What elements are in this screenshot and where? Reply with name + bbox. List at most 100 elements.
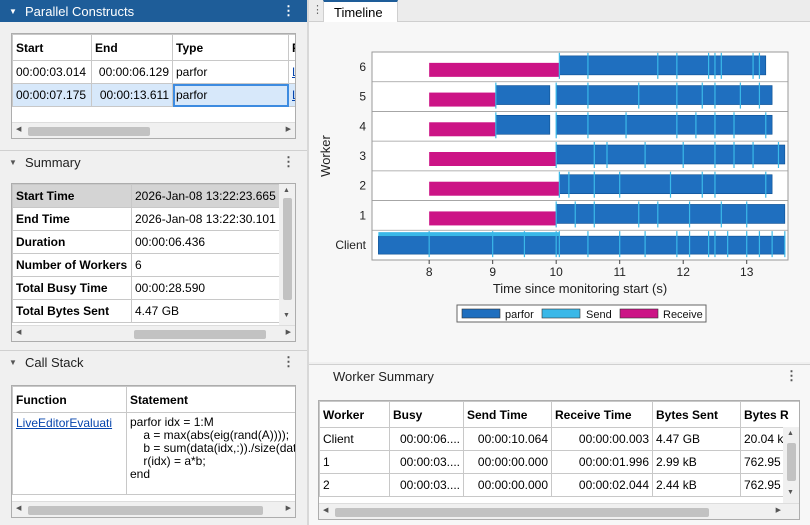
scroll-left-icon[interactable]: ◀: [16, 505, 22, 512]
parfor-bar: [555, 144, 786, 165]
worker-summary-panel: Worker Summary ⋮ Worker Busy Send Time R…: [309, 364, 810, 525]
parallel-constructs-header[interactable]: ▼ Parallel Constructs ⋮: [0, 0, 307, 22]
receive-bar: [429, 152, 557, 166]
summary-label: Start Time: [12, 184, 132, 208]
scrollbar-thumb[interactable]: [134, 330, 266, 339]
table-row[interactable]: LiveEditorEvaluati parfor idx = 1:M a = …: [12, 412, 295, 495]
y-tick-label: 1: [359, 208, 366, 222]
scrollbar-thumb[interactable]: [28, 506, 263, 515]
column-header-send-time[interactable]: Send Time: [463, 401, 552, 428]
worker-summary-table: Worker Busy Send Time Receive Time Bytes…: [319, 401, 799, 497]
legend-label: Receive: [663, 309, 703, 321]
scrollbar-thumb[interactable]: [787, 443, 796, 481]
panel-menu-icon[interactable]: ⋮: [282, 3, 295, 18]
cell-send-time: 00:00:00.000: [463, 473, 552, 497]
column-header-end[interactable]: End: [91, 34, 173, 61]
summary-title: Summary: [25, 154, 81, 170]
vertical-scrollbar[interactable]: ▲ ▼: [279, 184, 295, 325]
function-link[interactable]: LiveEditorEvaluati: [12, 412, 127, 495]
parfor-bar: [555, 85, 773, 105]
column-header-bytes-sent[interactable]: Bytes Sent: [652, 401, 741, 428]
cell-end: 00:00:06.129: [91, 60, 173, 84]
y-tick-label: 3: [359, 149, 366, 163]
column-header-function[interactable]: Function: [12, 386, 127, 413]
column-header-f[interactable]: F: [288, 34, 295, 61]
scroll-left-icon[interactable]: ◀: [16, 126, 22, 133]
scrollbar-thumb[interactable]: [335, 508, 709, 517]
scroll-left-icon[interactable]: ◀: [16, 329, 22, 336]
call-stack-header[interactable]: ▼ Call Stack ⋮: [0, 351, 307, 373]
parfor-bar: [559, 55, 767, 76]
parfor-bar: [495, 85, 551, 105]
table-row[interactable]: 1 00:00:03.... 00:00:00.000 00:00:01.996…: [319, 450, 799, 474]
cell-worker: Client: [319, 427, 390, 451]
cell-send-time: 00:00:00.000: [463, 450, 552, 474]
collapse-chevron-icon[interactable]: ▼: [9, 357, 17, 367]
scroll-up-icon[interactable]: ▲: [283, 187, 290, 194]
column-header-bytes-received[interactable]: Bytes R: [740, 401, 799, 428]
table-row[interactable]: Client 00:00:06.... 00:00:10.064 00:00:0…: [319, 427, 799, 451]
cell-worker: 2: [319, 473, 390, 497]
scrollbar-thumb[interactable]: [28, 127, 150, 136]
scroll-right-icon[interactable]: ▶: [285, 505, 291, 512]
table-row: Start Time 2026-Jan-08 13:22:23.665: [12, 184, 281, 208]
scroll-right-icon[interactable]: ▶: [285, 329, 291, 336]
scroll-right-icon[interactable]: ▶: [775, 507, 781, 514]
column-header-receive-time[interactable]: Receive Time: [551, 401, 653, 428]
horizontal-scrollbar[interactable]: ◀ ▶: [319, 503, 799, 519]
parfor-bar: [495, 114, 551, 135]
horizontal-scrollbar[interactable]: ◀ ▶: [12, 325, 295, 341]
panel-menu-icon[interactable]: ⋮: [785, 368, 798, 383]
parfor-bar: [555, 204, 786, 224]
column-header-statement[interactable]: Statement: [126, 386, 295, 413]
tab-timeline[interactable]: Timeline: [323, 0, 398, 22]
collapse-chevron-icon[interactable]: ▼: [9, 6, 17, 16]
worker-summary-header: Worker Summary ⋮: [309, 365, 810, 387]
scroll-down-icon[interactable]: ▼: [283, 312, 290, 319]
cell-type: parfor: [172, 60, 289, 84]
scrollbar-thumb[interactable]: [283, 198, 292, 300]
summary-value: 00:00:06.436: [131, 230, 281, 254]
call-stack-table: Function Statement LiveEditorEvaluati pa…: [12, 386, 295, 495]
x-tick-label: 13: [740, 265, 754, 279]
panel-divider[interactable]: [307, 0, 309, 525]
collapse-chevron-icon[interactable]: ▼: [9, 157, 17, 167]
y-tick-label: 2: [359, 179, 366, 193]
column-header-worker[interactable]: Worker: [319, 401, 390, 428]
summary-label: Duration: [12, 230, 132, 254]
parallel-constructs-title: Parallel Constructs: [25, 3, 135, 19]
table-row[interactable]: 2 00:00:03.... 00:00:00.000 00:00:02.044…: [319, 473, 799, 497]
x-tick-label: 12: [677, 265, 691, 279]
receive-bar: [429, 92, 496, 107]
horizontal-scrollbar[interactable]: ◀ ▶: [12, 501, 295, 517]
cell-link[interactable]: L: [288, 83, 295, 107]
scroll-up-icon[interactable]: ▲: [787, 430, 794, 437]
column-header-start[interactable]: Start: [12, 34, 92, 61]
table-row: End Time 2026-Jan-08 13:22:30.101: [12, 207, 281, 231]
x-tick-label: 9: [489, 265, 496, 279]
summary-value: 6: [131, 253, 281, 277]
table-row-selected[interactable]: 00:00:07.175 00:00:13.611 parfor L: [12, 83, 295, 107]
table-row: Duration 00:00:06.436: [12, 230, 281, 254]
scroll-down-icon[interactable]: ▼: [787, 489, 794, 496]
summary-header[interactable]: ▼ Summary ⋮: [0, 151, 307, 173]
column-header-busy[interactable]: Busy: [389, 401, 464, 428]
cell-busy: 00:00:06....: [389, 427, 464, 451]
panel-menu-icon[interactable]: ⋮: [282, 154, 295, 169]
cell-link[interactable]: L: [288, 60, 295, 84]
summary-value: 2026-Jan-08 13:22:30.101: [131, 207, 281, 231]
column-header-type[interactable]: Type: [172, 34, 289, 61]
y-tick-label: 4: [359, 119, 366, 133]
table-row[interactable]: 00:00:03.014 00:00:06.129 parfor L: [12, 60, 295, 84]
call-stack-panel: ▼ Call Stack ⋮ Function Statement LiveEd…: [0, 350, 307, 525]
scroll-right-icon[interactable]: ▶: [285, 126, 291, 133]
parallel-constructs-table-frame: Start End Type F 00:00:03.014 00:00:06.1…: [11, 33, 296, 139]
tab-menu-icon[interactable]: ⋮: [312, 4, 323, 16]
summary-label: End Time: [12, 207, 132, 231]
horizontal-scrollbar[interactable]: ◀ ▶: [12, 122, 295, 138]
scroll-left-icon[interactable]: ◀: [323, 507, 329, 514]
vertical-scrollbar[interactable]: ▲ ▼: [783, 427, 799, 503]
panel-menu-icon[interactable]: ⋮: [282, 354, 295, 369]
x-tick-label: 11: [613, 265, 626, 279]
